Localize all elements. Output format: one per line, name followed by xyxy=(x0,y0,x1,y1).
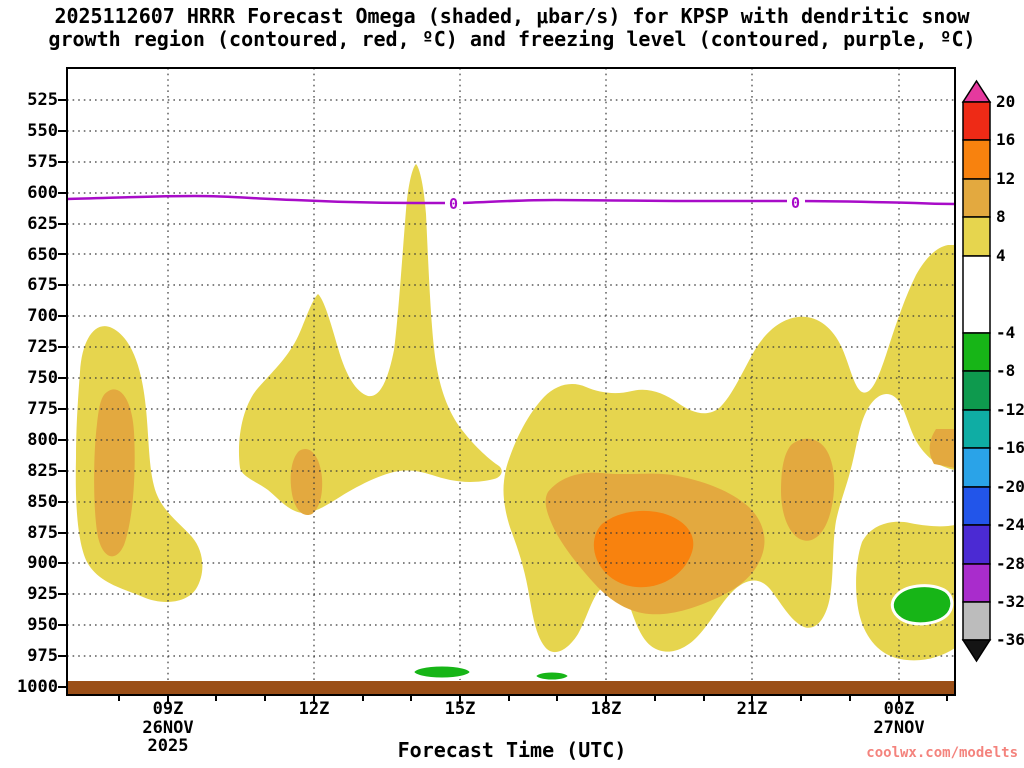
x-tick-label: 21Z xyxy=(736,699,768,719)
y-tick-label: 725 xyxy=(27,337,58,357)
colorbar-label: -4 xyxy=(996,323,1016,342)
y-tick-label: 875 xyxy=(27,523,58,543)
x-tick-label: 09Z xyxy=(152,699,184,719)
omega-core-22z-tan xyxy=(781,438,835,541)
date-label-right: 27NOV xyxy=(873,718,925,738)
colorbar-label: -32 xyxy=(996,592,1024,611)
y-tick-label: 650 xyxy=(27,245,58,265)
axis-ticks xyxy=(58,99,948,704)
y-tick-label: 575 xyxy=(27,152,58,172)
y-tick-label: 925 xyxy=(27,584,58,604)
date-label-left-line2: 2025 xyxy=(147,736,189,756)
colorbar-cell xyxy=(962,101,991,141)
freezing-level-zero-label: 0 xyxy=(791,194,801,212)
colorbar-cell xyxy=(962,178,991,218)
omega-green-patch-17z xyxy=(533,669,571,683)
omega-shading-4to8 xyxy=(75,164,955,661)
colorbar-cell xyxy=(962,216,991,257)
colorbar-label: -24 xyxy=(996,515,1024,534)
y-tick-label: 1000 xyxy=(17,677,58,697)
x-tick-label: 18Z xyxy=(590,699,622,719)
y-tick-label: 600 xyxy=(27,183,58,203)
chart-title-line1: 2025112607 HRRR Forecast Omega (shaded, … xyxy=(54,4,970,28)
y-tick-label: 975 xyxy=(27,646,58,666)
freezing-level-zero-label: 0 xyxy=(449,195,459,213)
x-axis-major-ticks xyxy=(167,695,900,704)
colorbar-cell xyxy=(962,524,991,565)
omega-region-middle xyxy=(238,164,502,513)
y-tick-label: 950 xyxy=(27,615,58,635)
colorbar-label: -20 xyxy=(996,477,1024,496)
colorbar-cell xyxy=(962,332,991,372)
colorbar-label: -8 xyxy=(996,361,1016,380)
x-tick-label: 12Z xyxy=(298,699,330,719)
colorbar-cell xyxy=(962,370,991,411)
y-tick-label: 625 xyxy=(27,214,58,234)
omega-core-left-tan xyxy=(94,389,135,557)
colorbar-label: 16 xyxy=(996,130,1016,149)
y-tick-label: 900 xyxy=(27,553,58,573)
date-label-left-line1: 26NOV xyxy=(142,718,194,738)
colorbar-cell xyxy=(962,601,991,641)
colorbar-label: -12 xyxy=(996,400,1024,419)
colorbar-label: 8 xyxy=(996,207,1006,226)
y-tick-label: 800 xyxy=(27,430,58,450)
x-tick-label: 00Z xyxy=(883,699,915,719)
gridlines xyxy=(67,68,955,695)
colorbar-label: 20 xyxy=(996,92,1016,111)
colorbar-cell xyxy=(962,447,991,488)
x-axis-minor-ticks xyxy=(118,695,948,701)
colorbar-arrow-bottom xyxy=(961,639,992,663)
freezing-level-line xyxy=(66,194,956,206)
y-tick-label: 775 xyxy=(27,399,58,419)
omega-edge-tan-sliver xyxy=(929,429,955,468)
y-tick-label: 675 xyxy=(27,275,58,295)
omega-shading-8to12 xyxy=(94,389,955,615)
y-tick-label: 550 xyxy=(27,121,58,141)
chart-title: 2025112607 HRRR Forecast Omega (shaded, … xyxy=(0,5,1024,51)
omega-green-patch-14z xyxy=(411,663,473,681)
chart-title-line2: growth region (contoured, red, ºC) and f… xyxy=(48,27,976,51)
freezing-level-contour xyxy=(66,194,956,209)
colorbar-label: 4 xyxy=(996,246,1006,265)
horizontal-gridlines xyxy=(67,99,955,688)
omega-shading-negative xyxy=(411,584,954,683)
y-tick-label: 700 xyxy=(27,306,58,326)
omega-core-orange xyxy=(593,510,694,588)
colorbar-label: -28 xyxy=(996,554,1024,573)
y-tick-label: 825 xyxy=(27,461,58,481)
colorbar xyxy=(961,79,992,663)
colorbar-cell xyxy=(962,255,991,334)
colorbar-label: -16 xyxy=(996,438,1024,457)
plot-frame xyxy=(66,67,956,696)
zero-label-bg-right xyxy=(787,195,805,208)
y-tick-label: 525 xyxy=(27,90,58,110)
x-tick-label: 15Z xyxy=(444,699,476,719)
colorbar-cell xyxy=(962,409,991,449)
colorbar-cell xyxy=(962,486,991,526)
colorbar-label: 12 xyxy=(996,169,1016,188)
colorbar-arrow-top xyxy=(961,79,992,103)
omega-core-middle-tan xyxy=(290,449,323,516)
x-axis-title: Forecast Time (UTC) xyxy=(397,738,627,762)
omega-green-patch-23z xyxy=(890,584,954,626)
watermark-link: coolwx.com/modelts xyxy=(866,745,1018,761)
surface-ground-strip xyxy=(67,681,955,695)
y-tick-label: 850 xyxy=(27,492,58,512)
zero-label-bg-left xyxy=(445,196,463,209)
y-axis-ticks xyxy=(58,99,67,688)
colorbar-cell xyxy=(962,563,991,603)
colorbar-label: -36 xyxy=(996,630,1024,649)
y-tick-label: 750 xyxy=(27,368,58,388)
colorbar-cell xyxy=(962,139,991,180)
